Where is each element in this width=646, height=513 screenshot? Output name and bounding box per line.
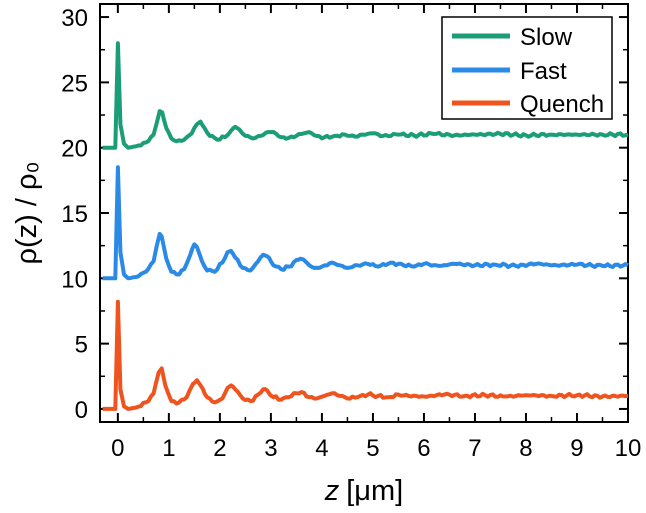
y-tick-label: 0	[75, 397, 88, 424]
x-axis-label-var: z	[324, 475, 340, 507]
legend-label-fast: Fast	[520, 58, 567, 85]
y-tick-label: 30	[61, 5, 88, 32]
legend: Slow Fast Quench	[441, 16, 613, 120]
x-tick-label: 6	[417, 435, 430, 462]
series-line-slow	[102, 41, 629, 150]
axes-ticks: 0 1 2 3 4 5 6 7 8 9 10 0 5 10 15 20 25 30	[61, 4, 641, 462]
y-tick-label: 25	[61, 70, 88, 97]
x-tick-label: 9	[570, 435, 583, 462]
series-line-quench	[102, 299, 629, 411]
y-tick-label: 5	[75, 332, 88, 359]
x-tick-label: 5	[366, 435, 379, 462]
x-tick-label: 1	[162, 435, 175, 462]
series-line-fast	[102, 165, 629, 281]
x-tick-label: 8	[519, 435, 532, 462]
x-tick-label: 2	[213, 435, 226, 462]
legend-label-slow: Slow	[520, 24, 573, 51]
x-tick-label: 7	[468, 435, 481, 462]
y-axis-label: ρ(z) / ρ₀	[11, 161, 43, 264]
series-lines	[102, 41, 629, 411]
legend-label-quench: Quench	[520, 91, 604, 118]
x-axis-label-unit: [μm]	[346, 475, 403, 507]
x-tick-label: 3	[264, 435, 277, 462]
y-tick-label: 15	[61, 201, 88, 228]
y-tick-label: 10	[61, 266, 88, 293]
x-tick-label: 4	[315, 435, 328, 462]
y-tick-label: 20	[61, 136, 88, 163]
x-tick-label: 10	[615, 435, 642, 462]
x-tick-label: 0	[111, 435, 124, 462]
x-axis-label: z [μm]	[324, 475, 403, 507]
